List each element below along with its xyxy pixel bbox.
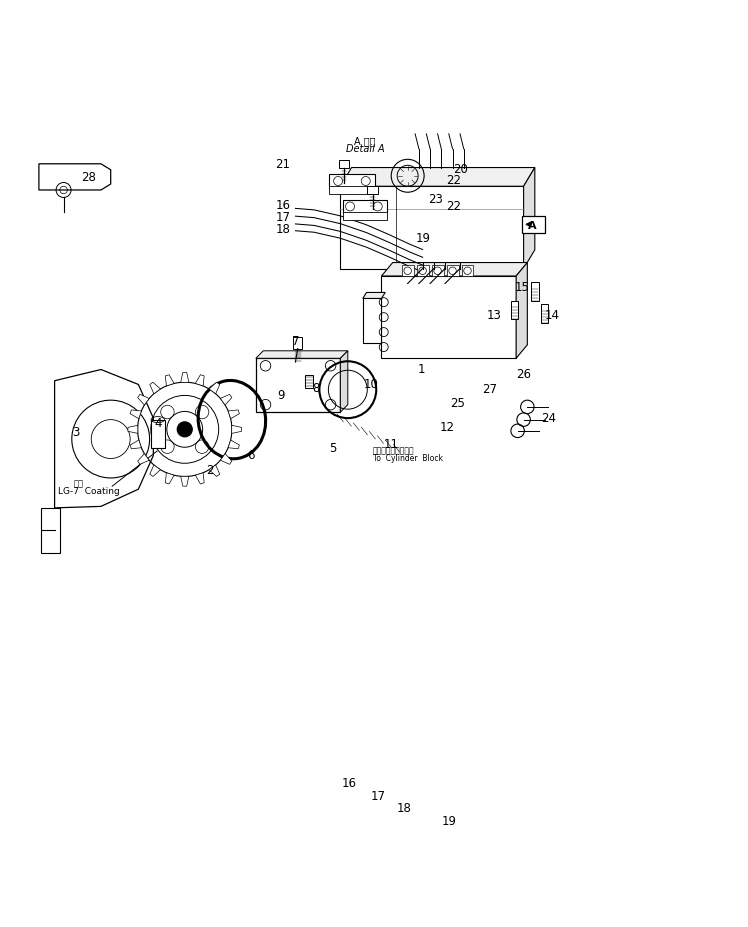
Bar [329,175,375,188]
Text: 19: 19 [441,814,456,827]
Bar [531,283,539,301]
Polygon shape [39,165,111,191]
Polygon shape [209,465,220,477]
Polygon shape [138,395,149,406]
Bar [522,217,545,234]
Text: 4: 4 [155,416,162,429]
Text: 15: 15 [515,281,530,294]
Bar [151,420,165,449]
Text: 26: 26 [516,368,531,381]
Polygon shape [130,440,141,450]
Text: 27: 27 [482,383,497,396]
Polygon shape [363,293,385,299]
Polygon shape [363,299,381,344]
Text: 11: 11 [384,438,399,451]
Polygon shape [256,359,340,413]
Polygon shape [524,169,535,269]
Bar [293,337,302,349]
Polygon shape [228,411,239,419]
Polygon shape [165,473,174,485]
Text: 12: 12 [440,420,455,434]
Text: 3: 3 [73,425,80,438]
Text: 塗布: 塗布 [73,478,83,488]
Polygon shape [195,375,204,387]
Bar [343,200,387,214]
Bar [447,265,459,276]
Polygon shape [181,374,188,383]
Text: 8: 8 [313,382,320,395]
Bar [305,375,313,388]
Text: 28: 28 [81,171,96,184]
Text: 1: 1 [417,362,425,375]
Text: 19: 19 [416,232,431,245]
Bar [541,305,548,324]
Text: LG-7  Coating: LG-7 Coating [58,487,120,496]
Bar [462,265,473,276]
Text: 18: 18 [396,801,411,814]
Polygon shape [181,476,188,487]
Polygon shape [165,375,174,387]
Text: A 詳細: A 詳細 [355,135,375,146]
Bar [343,213,387,221]
Text: 23: 23 [429,193,444,206]
Polygon shape [221,395,232,406]
Text: 16: 16 [275,198,290,211]
Text: 22: 22 [446,200,461,213]
Polygon shape [381,276,516,359]
Text: 14: 14 [545,309,560,322]
Text: 17: 17 [370,790,385,803]
Text: A: A [528,221,537,231]
Text: 13: 13 [486,309,501,322]
Polygon shape [228,440,239,450]
Polygon shape [130,411,141,419]
Text: 24: 24 [542,412,557,425]
Text: 7: 7 [292,335,299,348]
Polygon shape [340,187,524,269]
Text: 20: 20 [453,162,468,175]
Polygon shape [138,454,149,464]
Polygon shape [381,263,527,276]
Polygon shape [221,454,232,464]
Text: シリンダブロックへ: シリンダブロックへ [373,446,414,454]
Polygon shape [55,370,153,508]
Polygon shape [150,465,161,477]
Bar [402,265,414,276]
Bar [417,265,429,276]
Polygon shape [195,473,204,485]
Bar [511,301,518,320]
Bar [367,187,378,195]
Text: 17: 17 [275,211,290,224]
Text: 5: 5 [329,441,337,454]
Text: 9: 9 [277,389,284,402]
Polygon shape [128,425,138,434]
Text: 25: 25 [450,397,465,410]
Polygon shape [150,383,161,394]
Polygon shape [256,351,348,359]
Polygon shape [41,508,60,553]
Bar [329,187,375,195]
Text: 2: 2 [206,464,214,476]
Text: 18: 18 [275,222,290,235]
Text: 16: 16 [342,776,357,789]
Text: 21: 21 [275,158,290,171]
Text: Detail A: Detail A [346,144,384,154]
Polygon shape [340,169,535,187]
Polygon shape [516,263,527,359]
Text: 10: 10 [364,378,378,391]
Text: 6: 6 [247,448,254,461]
Circle shape [177,423,192,438]
Polygon shape [209,383,220,394]
Text: 22: 22 [446,174,461,187]
Bar [339,161,349,169]
Polygon shape [232,425,242,434]
Bar [432,265,444,276]
Text: To  Cylinder  Block: To Cylinder Block [373,454,443,463]
Polygon shape [340,351,348,413]
